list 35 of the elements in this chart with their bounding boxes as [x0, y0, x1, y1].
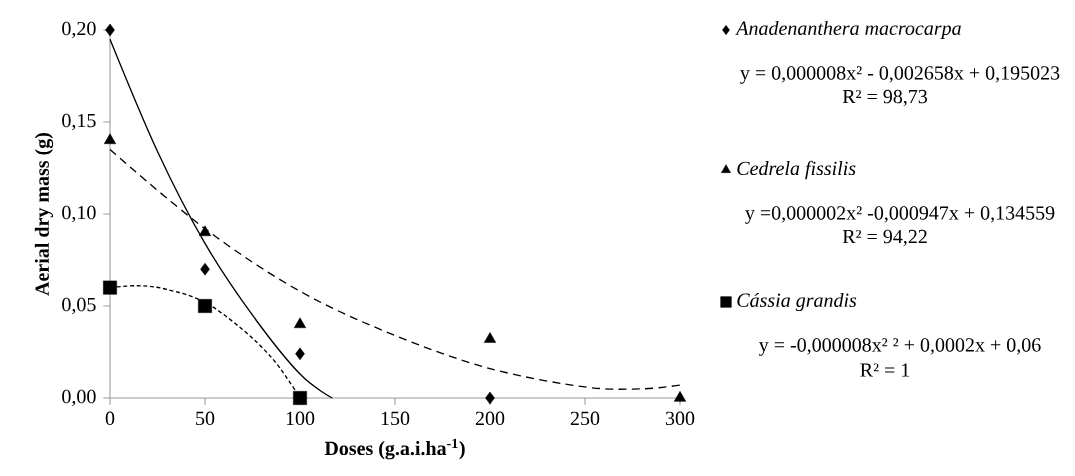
point: [295, 347, 305, 361]
text: R² = 98,73: [842, 89, 928, 107]
x-tick-label: 150: [381, 411, 410, 426]
x-axis-title: Doses (g.a.i.ha$^{-1}$): [324, 438, 465, 460]
x-tick-label: 50: [196, 411, 215, 426]
y-axis-title: Aerial dry mass (g): [34, 132, 54, 296]
y-tick-label: 0,00: [62, 389, 96, 407]
x-tick-label: 300: [665, 411, 695, 426]
legend-label: Cedrela fissilis: [737, 160, 856, 180]
text: R² = 1: [860, 363, 910, 377]
text: y =0,000002x² -0,000947x + 0,134559: [745, 206, 1055, 224]
point: [103, 280, 117, 295]
text: R² = 94,22: [842, 229, 927, 247]
point: [198, 299, 212, 313]
x-tick-label: 200: [475, 411, 505, 426]
point: [105, 23, 115, 37]
point: [198, 225, 212, 237]
text: y = -0,000008x² ² + 0,0002x + 0,06: [759, 338, 1041, 356]
point: [483, 332, 497, 343]
x-tick-label: 0: [105, 411, 115, 426]
point: [673, 391, 687, 402]
y-tick-label: 0,20: [62, 21, 96, 39]
y-tick-label: 0,10: [62, 205, 96, 223]
point: [485, 391, 495, 405]
point: [200, 262, 210, 276]
point: [293, 317, 307, 329]
text: y = 0,000008x² - 0,002658x + 0,195023: [740, 66, 1060, 84]
legend-label: Cássia grandis: [737, 292, 857, 312]
x-tick-label: 100: [286, 411, 315, 426]
y-tick-label: 0,15: [62, 113, 96, 131]
legend-label: Anadenanthera macrocarpa: [735, 20, 961, 40]
point: [293, 391, 307, 405]
x-tick-label: 250: [570, 411, 600, 426]
y-tick-label: 0,05: [62, 297, 96, 315]
point: [103, 133, 117, 145]
